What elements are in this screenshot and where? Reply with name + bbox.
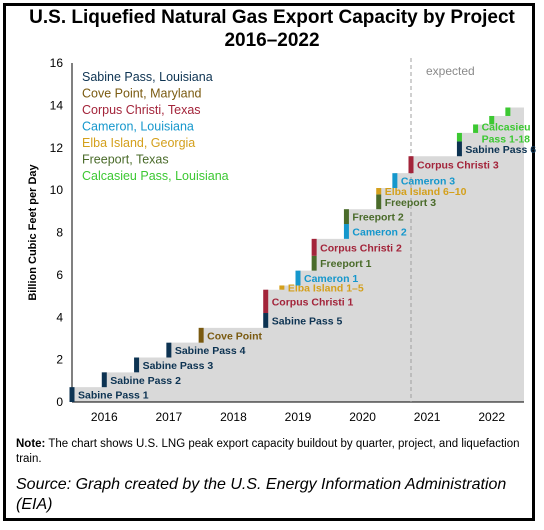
y-tick-label: 12 <box>50 141 64 155</box>
legend-entry: Cameron, Louisiana <box>82 120 194 134</box>
capacity-step <box>69 387 75 402</box>
legend-entry: Corpus Christi, Texas <box>82 103 201 117</box>
chart-title: U.S. Liquefied Natural Gas Export Capaci… <box>0 6 544 52</box>
capacity-step <box>505 107 511 116</box>
capacity-step <box>166 342 172 358</box>
chart-title-line1: U.S. Liquefied Natural Gas Export Capaci… <box>29 7 515 28</box>
x-tick-label: 2022 <box>478 410 505 424</box>
capacity-step <box>489 115 495 125</box>
step-label: Sabine Pass 2 <box>110 375 181 387</box>
capacity-step <box>134 357 140 373</box>
note-text: The chart shows U.S. LNG peak export cap… <box>16 438 520 465</box>
capacity-step <box>101 372 107 388</box>
y-tick-label: 0 <box>56 395 63 409</box>
capacity-area <box>72 107 524 403</box>
capacity-step <box>456 141 462 157</box>
step-label: Sabine Pass 1 <box>78 390 149 402</box>
x-tick-label: 2017 <box>156 410 183 424</box>
step-label: Freeport 2 <box>352 212 404 224</box>
step-label: Sabine Pass 6 <box>465 144 536 156</box>
capacity-step <box>376 194 382 210</box>
capacity-step <box>279 285 285 290</box>
capacity-step <box>473 124 479 133</box>
step-label: Corpus Christi 3 <box>417 160 499 172</box>
step-label: Cove Point <box>207 330 262 342</box>
capacity-step <box>198 327 204 343</box>
y-tick-label: 2 <box>56 353 63 367</box>
step-label: Corpus Christi 1 <box>272 296 354 308</box>
y-tick-label: 6 <box>56 268 63 282</box>
capacity-step <box>343 224 349 239</box>
capacity-step <box>311 255 317 271</box>
step-label: Corpus Christi 2 <box>320 242 402 254</box>
legend-entry: Cove Point, Maryland <box>82 87 202 101</box>
capacity-step <box>392 173 398 189</box>
capacity-step <box>263 289 269 314</box>
y-tick-label: 14 <box>50 98 64 112</box>
capacity-step <box>343 209 349 225</box>
x-tick-label: 2020 <box>349 410 376 424</box>
lng-capacity-chart: 0 2 4 6 8 10 12 14 16 Billion Cubic Feet per Day 2… <box>27 56 536 424</box>
step-label: Sabine Pass 4 <box>175 345 246 357</box>
step-label: Pass 1-18 <box>482 134 531 146</box>
step-label: Calcasieu <box>482 122 531 134</box>
legend-entry: Elba Island, Georgia <box>82 136 195 150</box>
legend-entry: Sabine Pass, Louisiana <box>82 70 213 84</box>
step-label: Elba Island 6–10 <box>385 186 467 198</box>
step-label: Cameron 3 <box>401 176 455 188</box>
y-tick-label: 16 <box>50 56 64 70</box>
y-axis-label: Billion Cubic Feet per Day <box>27 163 39 300</box>
capacity-step <box>456 132 462 142</box>
y-tick-label: 8 <box>56 226 63 240</box>
chart-title-line2: 2016–2022 <box>224 30 320 51</box>
step-label: Freeport 1 <box>320 258 372 270</box>
expected-label: expected <box>426 64 475 78</box>
x-tick-label: 2016 <box>91 410 118 424</box>
capacity-step <box>295 270 301 286</box>
capacity-step <box>376 188 382 195</box>
note-label: Note: <box>16 438 46 450</box>
chart-note: Note: The chart shows U.S. LNG peak expo… <box>16 437 521 467</box>
x-tick-label: 2021 <box>414 410 441 424</box>
capacity-step <box>263 313 269 328</box>
capacity-step <box>311 238 317 256</box>
step-label: Sabine Pass 3 <box>143 360 214 372</box>
step-label: Sabine Pass 5 <box>272 315 343 327</box>
capacity-step <box>408 156 414 174</box>
step-label: Freeport 3 <box>385 197 437 209</box>
x-tick-label: 2018 <box>220 410 247 424</box>
step-label: Cameron 1 <box>304 273 358 285</box>
chart-source: Source: Graph created by the U.S. Energy… <box>16 476 507 513</box>
y-tick-label: 4 <box>56 310 63 324</box>
y-tick-label: 10 <box>50 183 64 197</box>
legend-entry: Calcasieu Pass, Louisiana <box>82 169 229 183</box>
legend-entry: Freeport, Texas <box>82 153 169 167</box>
x-tick-label: 2019 <box>285 410 312 424</box>
step-label: Cameron 2 <box>352 226 406 238</box>
step-label: Elba Island 1–5 <box>288 283 364 295</box>
